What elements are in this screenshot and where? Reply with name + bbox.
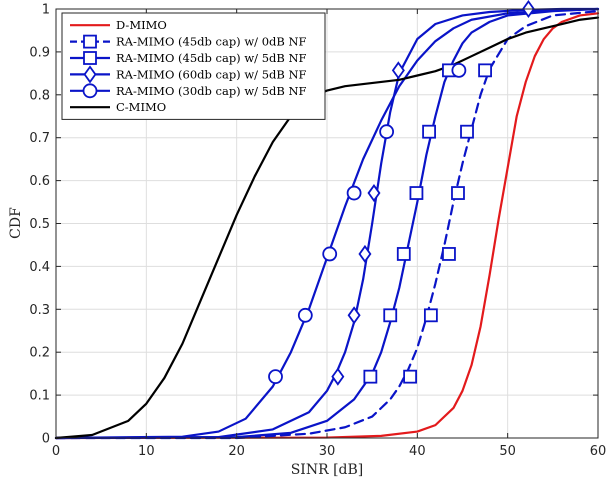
legend-marker-3 bbox=[83, 65, 97, 84]
legend-label-1: RA-MIMO (45db cap) w/ 0dB NF bbox=[116, 35, 307, 49]
series-4-marker bbox=[322, 246, 338, 262]
x-tick-label: 30 bbox=[319, 444, 336, 459]
series-4-marker bbox=[346, 185, 362, 201]
series-3-marker bbox=[367, 184, 381, 203]
y-tick-label: 0.2 bbox=[29, 346, 50, 361]
series-line-0 bbox=[54, 12, 600, 440]
series-2-marker bbox=[363, 369, 378, 384]
y-tick-label: 0.7 bbox=[29, 131, 50, 146]
series-4-marker bbox=[379, 124, 395, 140]
x-tick-label: 60 bbox=[590, 444, 607, 459]
y-tick-label: 0.4 bbox=[29, 260, 50, 275]
y-tick-label: 0.9 bbox=[29, 45, 50, 60]
series-1-marker bbox=[403, 369, 418, 384]
x-tick-label: 50 bbox=[499, 444, 516, 459]
legend-label-0: D-MIMO bbox=[116, 18, 167, 32]
series-1-marker bbox=[451, 186, 465, 200]
series-2-marker bbox=[409, 186, 424, 200]
series-2-marker bbox=[422, 124, 436, 139]
series-3-marker bbox=[391, 61, 405, 80]
axis-ticks: 0 10 20 30 40 50 60 0 0.1 0.2 0.3 0.4 0.5 0.6 0.7 0.8 0.… bbox=[29, 3, 606, 460]
y-tick-label: 0.8 bbox=[29, 88, 50, 103]
series-2-marker bbox=[396, 247, 411, 261]
series-1-marker bbox=[460, 124, 474, 139]
series-4-marker bbox=[268, 369, 283, 385]
x-tick-label: 10 bbox=[138, 444, 155, 459]
y-tick-label: 0.3 bbox=[29, 303, 50, 318]
series-line-5 bbox=[54, 16, 600, 440]
y-axis-label: CDF bbox=[8, 207, 24, 239]
legend-label-5: C-MIMO bbox=[116, 100, 166, 114]
y-tick-label: 0 bbox=[42, 432, 50, 447]
legend-marker-2 bbox=[83, 51, 97, 65]
series-1-marker bbox=[478, 63, 492, 78]
x-axis-label: SINR [dB] bbox=[291, 462, 364, 478]
grid bbox=[56, 9, 598, 438]
y-tick-label: 0.6 bbox=[29, 174, 50, 189]
y-tick-label: 1 bbox=[42, 3, 50, 18]
legend: D-MIMO RA-MIMO (45db cap) w/ 0dB NF RA-MIM… bbox=[61, 12, 326, 120]
series-1-marker bbox=[423, 308, 438, 323]
legend-marker-4 bbox=[82, 83, 98, 99]
legend-label-2: RA-MIMO (45db cap) w/ 5dB NF bbox=[116, 51, 307, 65]
series-line-2 bbox=[54, 7, 600, 440]
series-markers bbox=[268, 0, 535, 386]
series-line-4 bbox=[54, 7, 600, 440]
series-4-marker bbox=[297, 307, 313, 323]
series-1-marker bbox=[442, 247, 456, 261]
x-tick-label: 20 bbox=[228, 444, 245, 459]
x-tick-label: 0 bbox=[52, 444, 60, 459]
series-2-marker bbox=[383, 308, 398, 323]
legend-label-4: RA-MIMO (30db cap) w/ 5dB NF bbox=[116, 84, 307, 98]
series-3-marker bbox=[331, 367, 345, 386]
legend-label-3: RA-MIMO (60db cap) w/ 5dB NF bbox=[116, 67, 307, 81]
legend-box bbox=[61, 12, 326, 120]
series-3-marker bbox=[347, 306, 361, 325]
x-tick-label: 40 bbox=[409, 444, 426, 459]
y-tick-label: 0.1 bbox=[29, 389, 50, 404]
series-line-1 bbox=[54, 10, 600, 440]
y-tick-label: 0.5 bbox=[29, 217, 50, 232]
series-3-marker bbox=[358, 244, 372, 263]
series-4-marker bbox=[451, 62, 467, 78]
legend-marker-1 bbox=[83, 34, 97, 49]
